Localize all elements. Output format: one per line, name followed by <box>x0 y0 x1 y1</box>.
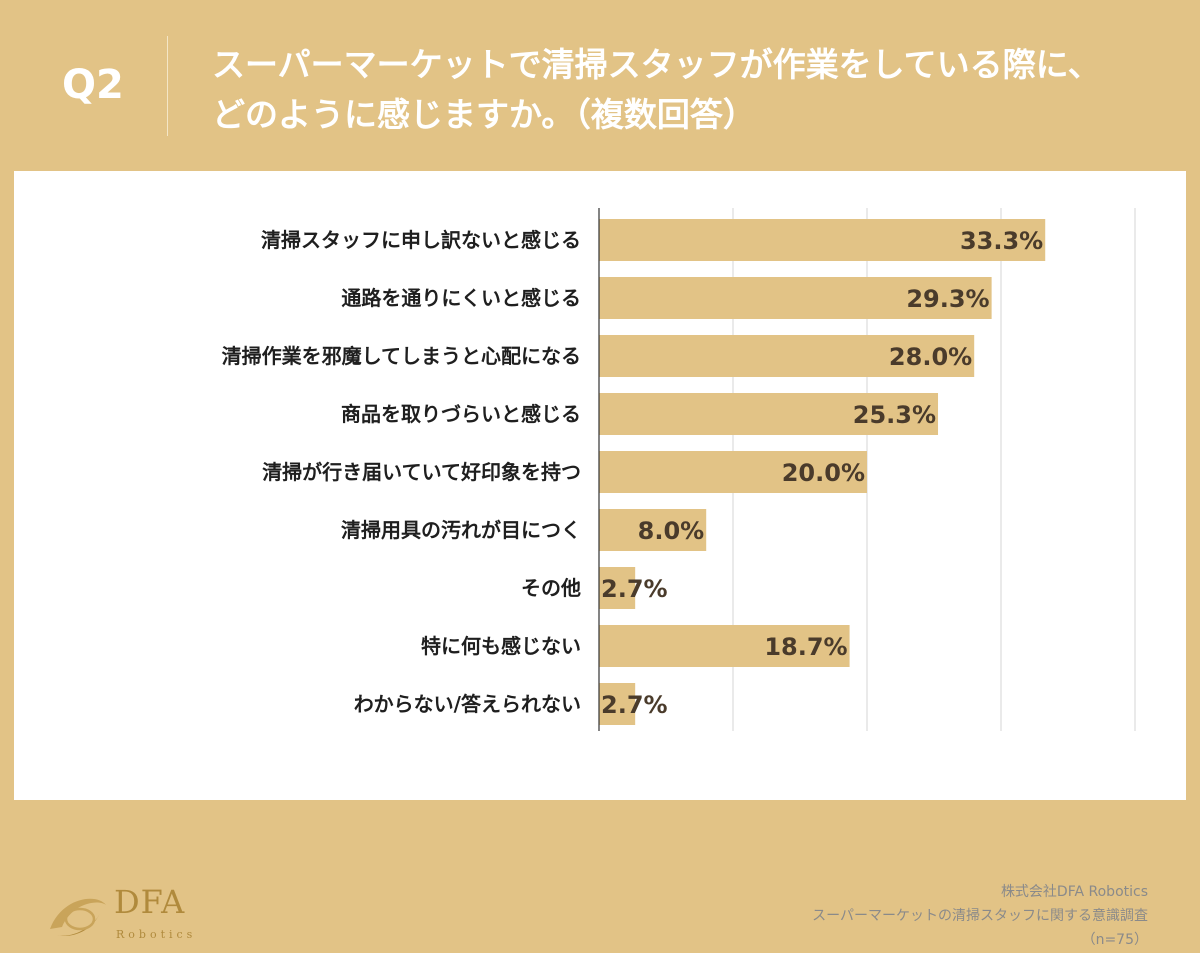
dfa-logo-mark-icon <box>50 898 106 937</box>
category-label: その他 <box>521 576 581 600</box>
value-label: 25.3% <box>853 401 936 429</box>
category-label: 清掃用具の汚れが目につく <box>341 518 581 542</box>
question-title-line-2: どのように感じますか。（複数回答） <box>212 95 756 134</box>
question-title-line-1: スーパーマーケットで清掃スタッフが作業をしている際に、 <box>212 45 1101 84</box>
source-survey: スーパーマーケットの清掃スタッフに関する意識調査 <box>812 908 1148 924</box>
category-label: 特に何も感じない <box>421 634 581 658</box>
bar <box>599 567 636 609</box>
chart-panel: 清掃スタッフに申し訳ないと感じる 33.3% 通路を通りにくいと感じる 29.3% 清掃… <box>14 171 1186 948</box>
value-label: 33.3% <box>960 227 1043 255</box>
source-note: 株式会社DFA Robotics スーパーマーケットの清掃スタッフに関する意識調… <box>812 880 1148 952</box>
category-label: 清掃スタッフに申し訳ないと感じる <box>261 228 581 252</box>
value-label: 2.7% <box>601 575 668 603</box>
category-label: わからない/答えられない <box>354 692 581 716</box>
bar <box>599 335 975 377</box>
bar <box>599 683 636 725</box>
bar <box>599 451 867 493</box>
value-label: 28.0% <box>889 343 972 371</box>
logo-name: DFA <box>114 883 186 921</box>
logo-subtitle: Robotics <box>116 928 197 941</box>
bar <box>599 277 992 319</box>
value-label: 29.3% <box>906 285 989 313</box>
source-company: 株式会社DFA Robotics <box>1000 884 1148 900</box>
value-label: 18.7% <box>764 633 847 661</box>
header-divider <box>167 36 168 136</box>
question-title: スーパーマーケットで清掃スタッフが作業をしている際に、 どのように感じますか。（… <box>212 40 1172 140</box>
bar <box>599 219 1046 261</box>
source-sample: （n=75） <box>1081 932 1148 948</box>
bar-chart: 清掃スタッフに申し訳ないと感じる 33.3% 通路を通りにくいと感じる 29.3% 清掃… <box>222 208 1136 731</box>
value-label: 2.7% <box>601 691 668 719</box>
bar <box>599 393 939 435</box>
question-id: Q2 <box>62 62 124 108</box>
value-label: 8.0% <box>638 517 705 545</box>
value-label: 20.0% <box>782 459 865 487</box>
bar <box>599 509 707 551</box>
dfa-logo: DFA Robotics <box>42 883 202 953</box>
category-label: 清掃作業を邪魔してしまうと心配になる <box>222 344 581 368</box>
category-label: 清掃が行き届いていて好印象を持つ <box>262 460 581 484</box>
bar <box>599 625 850 667</box>
category-label: 商品を取りづらいと感じる <box>341 402 581 426</box>
category-label: 通路を通りにくいと感じる <box>341 286 581 310</box>
